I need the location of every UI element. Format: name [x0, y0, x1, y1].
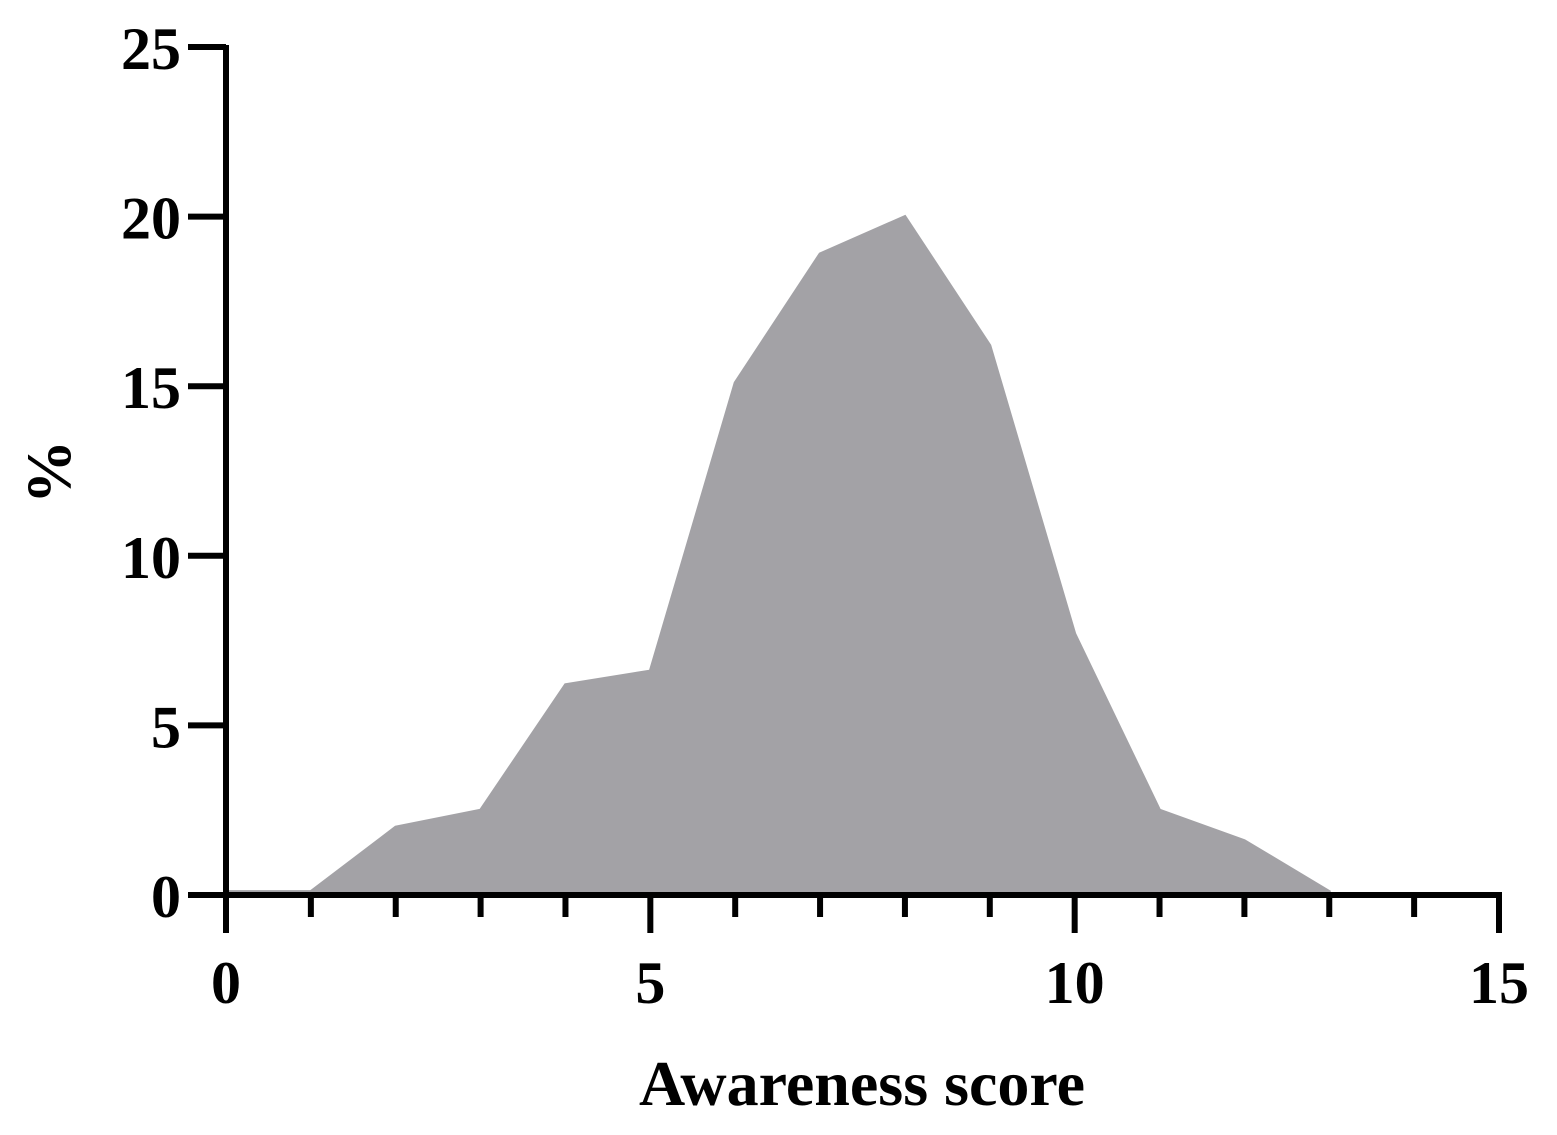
x-tick-label: 10: [1045, 950, 1105, 1016]
y-tick-label: 20: [121, 186, 181, 252]
y-tick-label: 5: [151, 694, 181, 760]
area-series: [224, 214, 1331, 897]
x-tick-label: 15: [1469, 950, 1529, 1016]
x-tick-label: 5: [635, 950, 665, 1016]
y-tick-label: 15: [121, 355, 181, 421]
x-axis-title: Awareness score: [639, 1048, 1085, 1119]
y-axis-title: %: [13, 440, 84, 504]
y-tick-label: 25: [121, 16, 181, 82]
y-tick-label: 0: [151, 864, 181, 930]
y-tick-label: 10: [121, 525, 181, 591]
x-tick-label: 0: [211, 950, 241, 1016]
